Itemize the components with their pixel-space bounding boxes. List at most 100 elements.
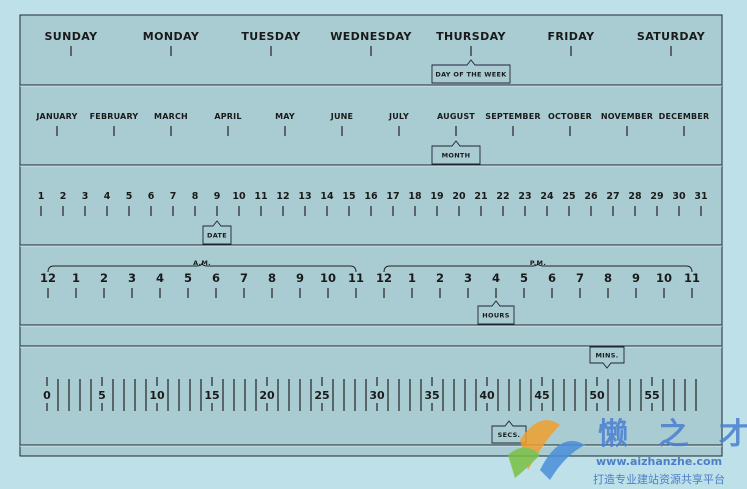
second-label-0: 0 xyxy=(43,389,51,402)
am-hour-label-9: 9 xyxy=(296,271,304,285)
date-label-11: 11 xyxy=(254,191,267,202)
second-label-50: 50 xyxy=(589,389,605,402)
day-label-wednesday: WEDNESDAY xyxy=(330,30,412,43)
second-label-55: 55 xyxy=(644,389,659,402)
month-label-april: APRIL xyxy=(214,112,241,121)
date-label-29: 29 xyxy=(650,191,663,202)
hours-indicator-label: HOURS xyxy=(482,312,509,320)
day-label-thursday: THURSDAY xyxy=(436,30,506,43)
hours-indicator: HOURS xyxy=(477,300,515,325)
day-label-saturday: SATURDAY xyxy=(637,30,706,43)
am-hour-label-12: 12 xyxy=(40,271,56,285)
month-label-june: JUNE xyxy=(330,112,353,121)
second-label-30: 30 xyxy=(369,389,385,402)
date-label-14: 14 xyxy=(320,191,334,202)
month-indicator-label: MONTH xyxy=(442,152,471,160)
date-label-18: 18 xyxy=(408,191,422,202)
date-row: 1 2 3 4 5 6 7 8 9 10 11 12 13 14 15 16 17 18 19 20 21 22 23 24 2… xyxy=(38,191,708,216)
clock-panel xyxy=(19,14,723,457)
day-of-week-indicator: DAY OF THE WEEK xyxy=(431,59,511,84)
pm-hour-label-7: 7 xyxy=(576,271,584,285)
pm-hour-label-4: 4 xyxy=(492,271,500,285)
am-hour-label-1: 1 xyxy=(72,271,80,285)
pm-hour-label-5: 5 xyxy=(520,271,528,285)
seconds-indicator: SECS. xyxy=(491,420,527,444)
date-label-5: 5 xyxy=(126,191,133,202)
second-label-15: 15 xyxy=(204,389,219,402)
date-indicator-label: DATE xyxy=(207,232,227,240)
pm-hour-label-2: 2 xyxy=(436,271,444,285)
minutes-indicator: MINS. xyxy=(589,346,625,369)
date-label-6: 6 xyxy=(148,191,155,202)
date-label-3: 3 xyxy=(82,191,89,202)
month-label-november: NOVEMBER xyxy=(601,112,653,121)
watermark-url: www.aizhanzhe.com xyxy=(596,455,722,468)
date-label-10: 10 xyxy=(232,191,246,202)
pm-hour-label-12: 12 xyxy=(376,271,392,285)
pm-hour-label-11: 11 xyxy=(684,271,700,285)
seconds-row: 0 5 10 15 20 25 30 35 40 45 50 55 xyxy=(43,377,697,411)
pm-hour-label-1: 1 xyxy=(408,271,416,285)
date-label-17: 17 xyxy=(386,191,399,202)
month-label-july: JULY xyxy=(388,112,409,121)
date-label-9: 9 xyxy=(214,191,221,202)
pm-hour-label-8: 8 xyxy=(604,271,612,285)
second-label-5: 5 xyxy=(98,389,106,402)
month-label-december: DECEMBER xyxy=(659,112,710,121)
watermark: 懒 之 才 www.aizhanzhe.com 打造专业建站资源共享平台 xyxy=(508,417,747,486)
seconds-indicator-label: SECS. xyxy=(498,431,521,439)
date-label-4: 4 xyxy=(104,191,111,202)
date-label-23: 23 xyxy=(518,191,531,202)
date-label-21: 21 xyxy=(474,191,487,202)
second-label-40: 40 xyxy=(479,389,495,402)
date-label-22: 22 xyxy=(496,191,509,202)
date-label-13: 13 xyxy=(298,191,311,202)
day-label-friday: FRIDAY xyxy=(547,30,595,43)
pm-hour-label-3: 3 xyxy=(464,271,472,285)
date-label-2: 2 xyxy=(60,191,67,202)
month-label-september: SEPTEMBER xyxy=(485,112,541,121)
pm-label: P.M. xyxy=(530,259,546,267)
month-label-february: FEBRUARY xyxy=(90,112,139,121)
date-indicator: DATE xyxy=(202,220,232,245)
month-label-may: MAY xyxy=(275,112,295,121)
date-label-26: 26 xyxy=(584,191,598,202)
am-hour-label-2: 2 xyxy=(100,271,108,285)
month-label-october: OCTOBER xyxy=(548,112,592,121)
hour-row: 12 1 2 3 4 5 6 7 8 9 10 11 12 1 2 3 4 5 6 7 8 9 10 11A.M. P.M. xyxy=(40,259,700,298)
pm-hour-label-9: 9 xyxy=(632,271,640,285)
second-label-35: 35 xyxy=(424,389,439,402)
row-separators xyxy=(20,84,722,447)
second-label-25: 25 xyxy=(314,389,329,402)
day-label-sunday: SUNDAY xyxy=(44,30,98,43)
month-label-march: MARCH xyxy=(154,112,188,121)
am-hour-label-5: 5 xyxy=(184,271,192,285)
date-label-12: 12 xyxy=(276,191,289,202)
date-label-28: 28 xyxy=(628,191,642,202)
day-label-tuesday: TUESDAY xyxy=(241,30,301,43)
date-label-7: 7 xyxy=(170,191,177,202)
date-label-16: 16 xyxy=(364,191,378,202)
month-label-august: AUGUST xyxy=(437,112,475,121)
day-label-monday: MONDAY xyxy=(143,30,200,43)
date-label-27: 27 xyxy=(606,191,619,202)
am-hour-label-10: 10 xyxy=(320,271,336,285)
date-label-1: 1 xyxy=(38,191,45,202)
minutes-indicator-label: MINS. xyxy=(596,352,619,360)
date-label-8: 8 xyxy=(192,191,199,202)
pm-hour-label-6: 6 xyxy=(548,271,556,285)
second-label-20: 20 xyxy=(259,389,275,402)
month-indicator: MONTH xyxy=(431,140,481,165)
date-label-31: 31 xyxy=(694,191,707,202)
date-label-15: 15 xyxy=(342,191,355,202)
watermark-logo-icon xyxy=(508,420,585,480)
am-hour-label-4: 4 xyxy=(156,271,164,285)
am-hour-label-3: 3 xyxy=(128,271,136,285)
month-row: JANUARY FEBRUARY MARCH APRIL MAY JUNE JULY AUGU… xyxy=(35,112,709,136)
second-label-10: 10 xyxy=(149,389,165,402)
date-label-30: 30 xyxy=(672,191,686,202)
second-label-45: 45 xyxy=(534,389,549,402)
indicator-tags: DAY OF THE WEEK MONTH DATE HOURS MINS. SECS. xyxy=(202,59,625,444)
am-hour-label-7: 7 xyxy=(240,271,248,285)
